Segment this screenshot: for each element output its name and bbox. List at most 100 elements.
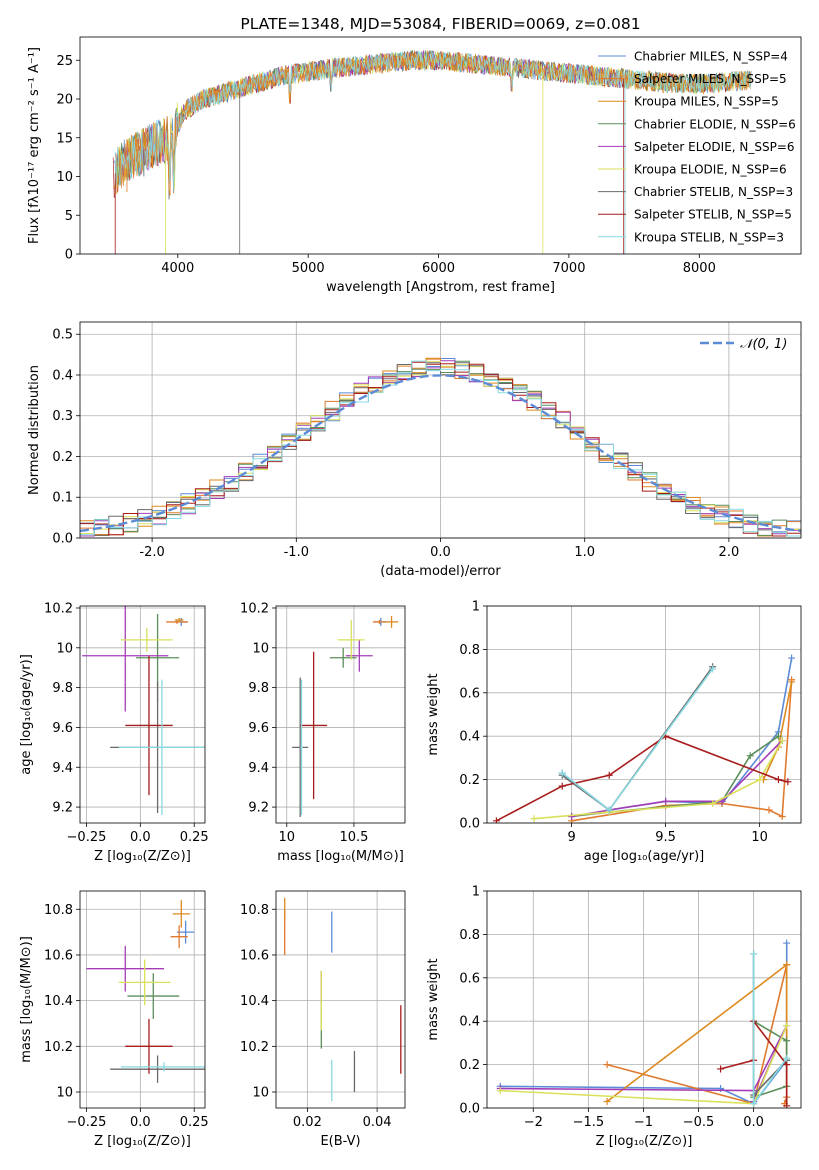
weight_vs_age-marker-4 bbox=[662, 797, 670, 805]
y-tick-label: 15 bbox=[56, 131, 73, 146]
weight_vs_age-marker-1 bbox=[765, 806, 773, 814]
weight_vs_Z-marker-7 bbox=[717, 1065, 725, 1073]
y-tick-label: 9.2 bbox=[52, 801, 73, 816]
x-tick-label: −0.5 bbox=[683, 1115, 715, 1130]
weight_vs_age-marker-1 bbox=[778, 812, 786, 820]
x-tick-label: 5000 bbox=[292, 261, 325, 276]
y-tick-label: 1 bbox=[472, 885, 480, 900]
x-tick-label: 10.5 bbox=[339, 830, 368, 845]
x-axis-label: Z [log₁₀(Z/Z⊙)] bbox=[94, 849, 191, 864]
age_vs_mass-grid bbox=[276, 606, 405, 823]
y-tick-label: 9.2 bbox=[248, 801, 269, 816]
x-tick-label: 9 bbox=[567, 830, 575, 845]
x-tick-label: 0.0 bbox=[743, 1115, 764, 1130]
weight_vs_age-marker-0 bbox=[788, 654, 796, 662]
y-tick-label: 10.2 bbox=[240, 1040, 269, 1055]
x-tick-label: 7000 bbox=[552, 261, 585, 276]
weight_vs_age-marker-5 bbox=[709, 799, 717, 807]
y-tick-label: 10.2 bbox=[240, 601, 269, 616]
y-tick-label: 10.6 bbox=[44, 948, 73, 963]
y-tick-label: 10.2 bbox=[44, 1040, 73, 1055]
y-tick-label: 0.4 bbox=[459, 1015, 480, 1030]
y-tick-label: 0.4 bbox=[459, 730, 480, 745]
x-tick-label: 0.25 bbox=[180, 1115, 209, 1130]
weight_vs_age-marker-5 bbox=[756, 776, 764, 784]
x-tick-label: 8000 bbox=[683, 261, 716, 276]
weight_vs_age-marker-8 bbox=[709, 665, 717, 673]
y-tick-label: 0.3 bbox=[52, 409, 73, 424]
spectrum-plot-area bbox=[112, 49, 752, 254]
legend-label: Chabrier MILES, N_SSP=4 bbox=[634, 50, 788, 64]
mass_vs_ebv-grid bbox=[276, 891, 405, 1108]
weight_vs_Z-marker-3 bbox=[783, 1037, 791, 1045]
weight_vs_age-series-0 bbox=[561, 657, 793, 811]
weight_vs_age-marker-5 bbox=[778, 737, 786, 745]
x-tick-label: 4000 bbox=[161, 261, 194, 276]
y-tick-label: 25 bbox=[56, 54, 73, 69]
panel-age_vs_mass: 10 10.5 9.2 9.4 9.6 9.8 10 10.2 mass [log₁₀(M/M⊙… bbox=[240, 601, 406, 864]
y-tick-label: 10.8 bbox=[44, 903, 73, 918]
x-tick-label: −2 bbox=[524, 1115, 543, 1130]
y-axis-label: Flux [fλ10⁻¹⁷ erg cm⁻² s⁻¹ A⁻¹] bbox=[27, 47, 42, 244]
x-tick-label: −0.25 bbox=[67, 1115, 107, 1130]
y-axis-label: mass weight bbox=[426, 958, 441, 1040]
x-tick-label: 0.02 bbox=[293, 1115, 322, 1130]
y-tick-label: 0.0 bbox=[52, 532, 73, 547]
spectrum-legend: Chabrier MILES, N_SSP=4 Salpeter MILES, N… bbox=[598, 50, 796, 244]
x-tick-label: −1 bbox=[634, 1115, 653, 1130]
weight_vs_age-frame bbox=[486, 605, 802, 824]
y-tick-label: 0.5 bbox=[52, 328, 73, 343]
x-tick-label: 0.04 bbox=[363, 1115, 392, 1130]
x-tick-label: 9.5 bbox=[655, 830, 676, 845]
y-tick-label: 9.6 bbox=[248, 721, 269, 736]
y-tick-label: 0.2 bbox=[459, 1058, 480, 1073]
weight_vs_age-marker-8 bbox=[558, 769, 566, 777]
x-tick-label: 6000 bbox=[422, 261, 455, 276]
y-tick-label: 10.6 bbox=[240, 948, 269, 963]
y-tick-label: 0.0 bbox=[459, 1102, 480, 1117]
mass_vs_Z-frame bbox=[79, 890, 206, 1109]
legend-label: 𝒩(0, 1) bbox=[740, 337, 787, 352]
mass_vs_ebv-frame bbox=[275, 890, 406, 1109]
y-tick-label: 5 bbox=[65, 209, 73, 224]
x-axis-label: Z [log₁₀(Z/Z⊙)] bbox=[596, 1134, 693, 1149]
y-tick-label: 10.2 bbox=[44, 601, 73, 616]
weight_vs_age-grid bbox=[487, 605, 801, 824]
x-tick-label: -2.0 bbox=[139, 545, 164, 560]
y-tick-label: 0.0 bbox=[459, 817, 480, 832]
weight_vs_Z-marker-2 bbox=[603, 1097, 611, 1105]
legend-label: Kroupa MILES, N_SSP=5 bbox=[634, 95, 779, 109]
weight_vs_age-marker-3 bbox=[746, 752, 754, 760]
weight_vs_age-marker-7 bbox=[605, 771, 613, 779]
panel-weight_vs_age: 9 9.5 10 0.0 0.2 0.4 0.6 0.8 1 age [log₁₀(age/yr)… bbox=[426, 600, 802, 864]
x-tick-label: −1.5 bbox=[573, 1115, 605, 1130]
y-axis-label: mass weight bbox=[426, 673, 441, 755]
panel-mass_vs_ebv: 0.02 0.04 10 10.2 10.4 10.6 10.8 E(B-V) bbox=[240, 890, 406, 1149]
legend-label: Kroupa STELIB, N_SSP=3 bbox=[634, 230, 784, 244]
weight_vs_Z-marker-8 bbox=[750, 1100, 758, 1108]
panel-weight_vs_Z: −2 −1.5 −1 −0.5 0.0 0.0 0.2 0.4 0.6 0.8 1 Z [log₁₀(… bbox=[426, 885, 802, 1149]
chart-title: PLATE=1348, MJD=53084, FIBERID=0069, z=0… bbox=[240, 15, 640, 33]
y-tick-label: 20 bbox=[56, 93, 73, 108]
age_vs_Z-grid bbox=[80, 606, 205, 823]
y-tick-label: 10 bbox=[252, 1086, 269, 1101]
y-tick-label: 0.1 bbox=[52, 491, 73, 506]
legend-label: Chabrier STELIB, N_SSP=3 bbox=[634, 185, 793, 199]
legend-label: Salpeter ELODIE, N_SSP=6 bbox=[634, 140, 795, 154]
y-axis-label: age [log₁₀(age/yr)] bbox=[19, 654, 34, 775]
x-tick-label: 2.0 bbox=[719, 545, 740, 560]
weight_vs_age-marker-3 bbox=[774, 732, 782, 740]
y-tick-label: 9.8 bbox=[248, 681, 269, 696]
y-tick-label: 10.4 bbox=[44, 994, 73, 1009]
gaussian-curve bbox=[80, 374, 801, 533]
x-axis-label: E(B-V) bbox=[320, 1134, 360, 1149]
weight_vs_Z-marker-5 bbox=[783, 1022, 791, 1030]
y-tick-label: 9.8 bbox=[52, 681, 73, 696]
mass_vs_ebv-plot-area bbox=[284, 897, 402, 1102]
x-tick-label: 10 bbox=[751, 830, 768, 845]
weight_vs_age-marker-7 bbox=[492, 817, 500, 823]
weight_vs_age-series-8 bbox=[561, 668, 714, 812]
x-tick-label: 10 bbox=[278, 830, 295, 845]
y-tick-label: 0.6 bbox=[459, 686, 480, 701]
